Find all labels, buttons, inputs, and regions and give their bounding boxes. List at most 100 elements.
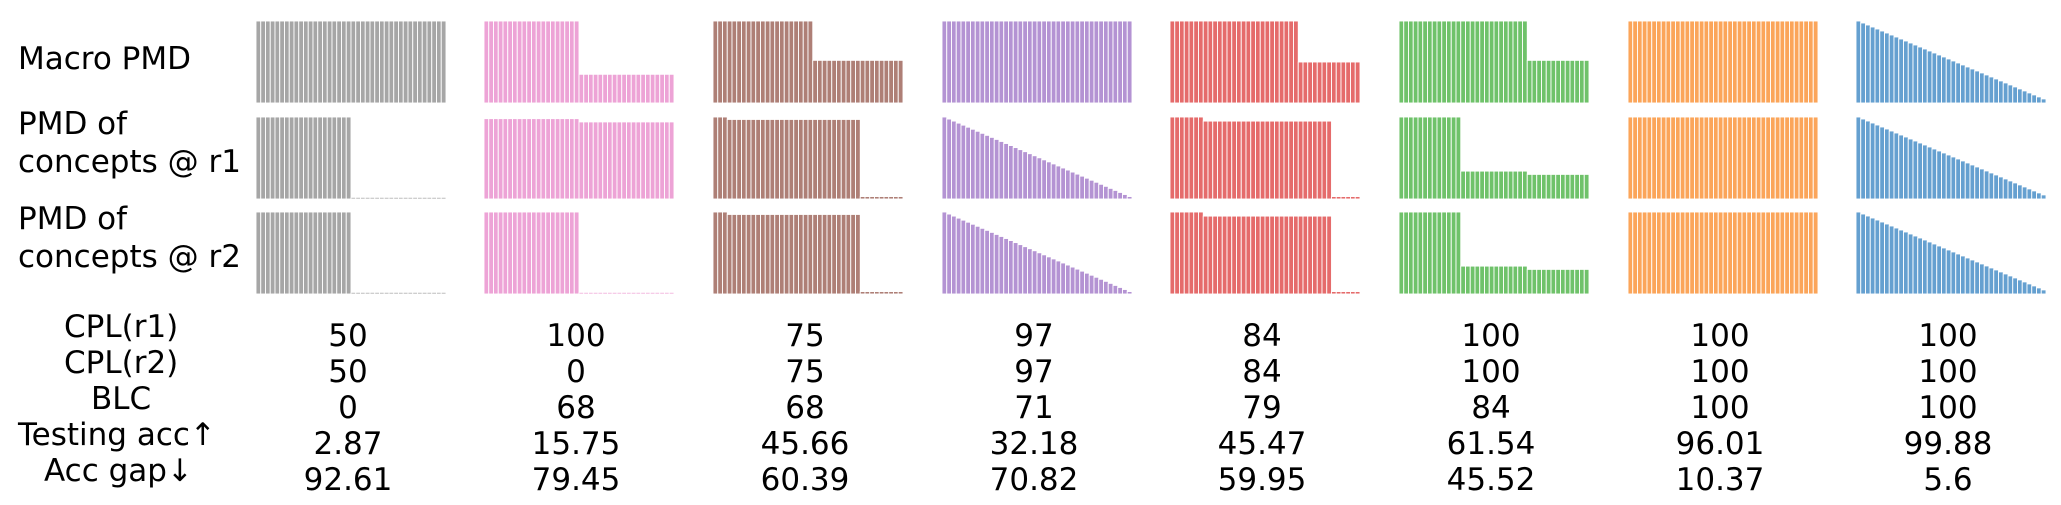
bar-col1-r2-21 bbox=[350, 291, 357, 295]
bar-col7-r1-36 bbox=[1793, 116, 1800, 200]
bar-col3-macro-8 bbox=[745, 20, 752, 104]
bar-col8-r1-1 bbox=[1855, 116, 1862, 200]
bar-col5-macro-38 bbox=[1345, 61, 1351, 104]
bar-col7-r1-13 bbox=[1684, 116, 1691, 200]
bar-col2-r1-9 bbox=[521, 118, 528, 200]
bar-col3-r1-34 bbox=[869, 196, 875, 200]
bar-col8-r1-24 bbox=[1964, 162, 1971, 200]
bar-col2-r2-39 bbox=[664, 291, 670, 295]
bar-col7-macro-32 bbox=[1774, 20, 1781, 104]
metric-label-cpl-r1: CPL(r1) bbox=[64, 309, 179, 345]
bar-col7-r2-14 bbox=[1689, 211, 1695, 295]
bar-col6-r2-29 bbox=[1531, 268, 1538, 295]
bar-col5-macro-10 bbox=[1212, 20, 1218, 104]
bar-col4-macro-2 bbox=[946, 20, 952, 104]
bar-col5-r2-21 bbox=[1264, 215, 1271, 295]
bar-col1-macro-30 bbox=[393, 20, 399, 104]
bar-col6-macro-12 bbox=[1450, 20, 1457, 104]
bar-col7-macro-34 bbox=[1784, 20, 1790, 104]
bar-col4-r2-2 bbox=[946, 213, 952, 295]
bar-col3-macro-7 bbox=[741, 20, 747, 104]
bar-col3-macro-1 bbox=[712, 20, 719, 104]
bar-col3-macro-20 bbox=[802, 20, 809, 104]
bar-col6-macro-30 bbox=[1536, 59, 1542, 104]
bar-col7-r1-3 bbox=[1637, 116, 1643, 200]
bar-col2-r1-38 bbox=[659, 121, 665, 200]
bar-col8-r2-31 bbox=[1998, 271, 2004, 295]
bar-col8-macro-16 bbox=[1926, 50, 1933, 104]
bar-col4-r2-31 bbox=[1084, 272, 1090, 295]
metric-value-col7-2: 100 bbox=[1690, 354, 1749, 390]
bar-col5-macro-12 bbox=[1221, 20, 1228, 104]
bar-col3-r1-22 bbox=[812, 119, 818, 200]
bar-col5-macro-23 bbox=[1274, 20, 1280, 104]
bar-col5-macro-36 bbox=[1335, 61, 1342, 104]
bar-col7-macro-35 bbox=[1789, 20, 1795, 104]
bar-col3-macro-25 bbox=[826, 59, 833, 104]
bar-col7-macro-26 bbox=[1746, 20, 1752, 104]
metric-value-col1-4: 2.87 bbox=[313, 426, 382, 462]
metric-value-col6-2: 100 bbox=[1461, 354, 1520, 390]
bar-col1-r1-28 bbox=[383, 196, 390, 200]
bar-col1-r2-18 bbox=[336, 211, 342, 295]
bar-col7-macro-1 bbox=[1627, 20, 1634, 104]
bar-col2-macro-5 bbox=[502, 20, 509, 104]
bar-col5-r2-7 bbox=[1198, 211, 1204, 295]
bar-col1-macro-19 bbox=[341, 20, 347, 104]
bar-col4-r1-22 bbox=[1041, 159, 1047, 200]
bar-col4-r1-33 bbox=[1093, 181, 1100, 200]
bar-col2-r1-29 bbox=[616, 121, 623, 200]
bar-col7-r2-6 bbox=[1651, 211, 1657, 295]
bar-col6-r1-1 bbox=[1398, 116, 1405, 200]
bar-col7-macro-18 bbox=[1708, 20, 1714, 104]
bar-col7-r1-39 bbox=[1808, 116, 1814, 200]
bar-col3-r1-2 bbox=[717, 116, 723, 200]
bar-col5-r2-32 bbox=[1316, 215, 1323, 295]
bar-col5-r2-9 bbox=[1207, 215, 1214, 295]
bar-col1-macro-23 bbox=[360, 20, 366, 104]
bar-col3-macro-21 bbox=[807, 20, 814, 104]
bar-col3-macro-36 bbox=[878, 59, 885, 104]
bar-col8-r1-35 bbox=[2017, 184, 2023, 200]
bar-col4-r2-13 bbox=[998, 236, 1005, 295]
bar-col3-r1-14 bbox=[774, 119, 780, 200]
bar-col3-macro-4 bbox=[726, 20, 733, 104]
bar-col6-macro-1 bbox=[1398, 20, 1405, 104]
bar-col8-r2-5 bbox=[1874, 219, 1881, 295]
bar-col2-r1-4 bbox=[497, 118, 504, 200]
bar-col6-r1-15 bbox=[1465, 170, 1471, 200]
bar-col1-r1-16 bbox=[326, 116, 333, 200]
bar-col2-r1-16 bbox=[554, 118, 561, 200]
bar-col6-macro-22 bbox=[1498, 20, 1504, 104]
bar-col2-macro-23 bbox=[588, 73, 594, 104]
bar-col7-r1-32 bbox=[1774, 116, 1781, 200]
bar-col3-macro-35 bbox=[874, 59, 880, 104]
metric-value-col1-5: 92.61 bbox=[304, 462, 393, 498]
bar-col6-r2-27 bbox=[1522, 265, 1528, 295]
bar-col6-r1-22 bbox=[1498, 170, 1504, 200]
bar-col2-r1-5 bbox=[502, 118, 509, 200]
bar-col2-r1-26 bbox=[602, 121, 608, 200]
bar-col5-r1-35 bbox=[1331, 196, 1337, 200]
bar-col4-r2-27 bbox=[1065, 264, 1071, 295]
bar-col6-r1-33 bbox=[1550, 173, 1557, 200]
bar-col1-r1-18 bbox=[336, 116, 342, 200]
bar-col7-macro-17 bbox=[1703, 20, 1710, 104]
bar-col7-r1-12 bbox=[1679, 116, 1686, 200]
bar-col3-r1-36 bbox=[878, 196, 885, 200]
bar-col2-r2-22 bbox=[583, 291, 589, 295]
bar-col7-macro-3 bbox=[1637, 20, 1643, 104]
bar-col6-macro-27 bbox=[1522, 20, 1528, 104]
bar-col3-r2-35 bbox=[874, 291, 880, 295]
bar-col3-macro-15 bbox=[779, 20, 785, 104]
bar-col2-r2-6 bbox=[507, 211, 513, 295]
metric-value-col1-2: 50 bbox=[328, 354, 367, 390]
bar-col7-r2-4 bbox=[1641, 211, 1648, 295]
bar-col2-r1-25 bbox=[597, 121, 604, 200]
bar-col1-r2-38 bbox=[431, 291, 437, 295]
bar-col4-r1-4 bbox=[955, 122, 962, 200]
bar-col2-r2-23 bbox=[588, 291, 594, 295]
bar-col8-r1-16 bbox=[1926, 146, 1933, 200]
bar-col6-r2-40 bbox=[1583, 268, 1590, 295]
bar-col2-r1-31 bbox=[626, 121, 632, 200]
